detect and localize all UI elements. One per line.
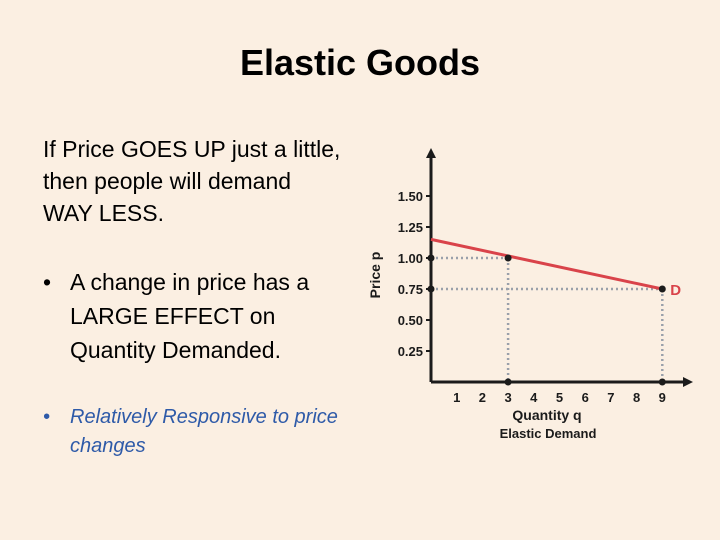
x-tick-label: 1: [453, 390, 460, 405]
x-tick-label: 6: [582, 390, 589, 405]
bullet-text: A change in price has a LARGE EFFECT on …: [70, 269, 310, 363]
x-tick-label: 3: [504, 390, 511, 405]
x-tick-label: 8: [633, 390, 640, 405]
x-axis-label: Quantity q: [512, 407, 581, 423]
curve-point: [504, 254, 512, 262]
x-tick-label: 7: [607, 390, 614, 405]
bullet-marker: •: [43, 269, 52, 295]
bullet-item: • A change in price has a LARGE EFFECT o…: [43, 265, 343, 367]
y-tick-label: 0.50: [398, 313, 423, 328]
demand-curve-line: [430, 237, 663, 291]
demand-chart: 0.25 0.50 0.75 1.00 1.25 1.50 1 2 3 4 5 6 7 8 9 Price…: [367, 148, 693, 441]
y-tick-label: 1.50: [398, 189, 423, 204]
y-tick-label: 1.25: [398, 220, 423, 235]
slide-title: Elastic Goods: [239, 42, 481, 83]
x-axis-point: [658, 378, 666, 386]
intro-text: If Price GOES UP just a little, then peo…: [43, 136, 341, 226]
x-tick-label: 5: [556, 390, 563, 405]
bullet-text: Relatively Responsive to price changes: [70, 406, 338, 457]
y-axis-point: [427, 285, 435, 293]
series-label: D: [670, 282, 681, 299]
bullet-list: • A change in price has a LARGE EFFECT o…: [43, 265, 343, 461]
bullet-item: • Relatively Responsive to price changes: [43, 403, 343, 461]
y-axis-point: [427, 254, 435, 262]
bullet-marker: •: [43, 406, 51, 428]
y-tick-label: 0.75: [398, 282, 423, 297]
curve-point: [658, 285, 666, 293]
x-tick-label: 2: [479, 390, 486, 405]
y-axis-label: Price p: [367, 252, 383, 299]
chart-caption: Elastic Demand: [500, 426, 597, 441]
x-axis-point: [504, 378, 512, 386]
y-tick-label: 1.00: [398, 251, 423, 266]
y-tick-label: 0.25: [398, 344, 423, 359]
x-tick-label: 9: [659, 390, 666, 405]
x-tick-label: 4: [530, 390, 538, 405]
